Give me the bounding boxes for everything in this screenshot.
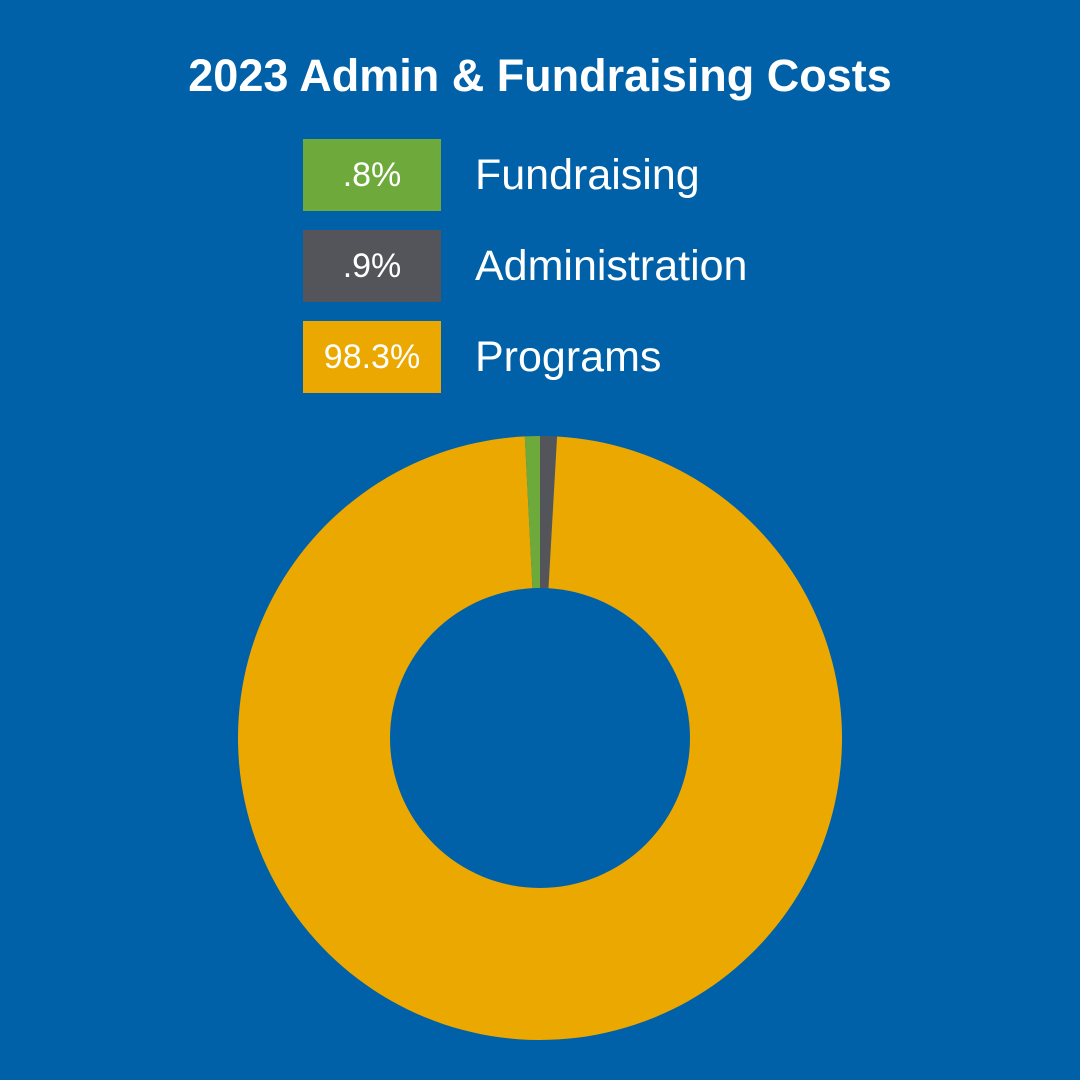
legend-item-fundraising: .8% Fundraising bbox=[303, 139, 863, 211]
legend-value-programs: 98.3% bbox=[323, 337, 421, 376]
legend-label-fundraising: Fundraising bbox=[475, 150, 700, 199]
donut-hole bbox=[390, 588, 690, 888]
legend-swatch-administration: .9% bbox=[303, 230, 441, 302]
legend-label-administration: Administration bbox=[475, 241, 748, 290]
legend-value-administration: .9% bbox=[342, 246, 402, 285]
chart-title: 2023 Admin & Fundraising Costs bbox=[188, 50, 892, 101]
legend-value-fundraising: .8% bbox=[342, 155, 402, 194]
legend-item-programs: 98.3% Programs bbox=[303, 321, 863, 393]
legend-swatch-programs: 98.3% bbox=[303, 321, 441, 393]
legend-label-programs: Programs bbox=[475, 332, 662, 381]
legend: .8% Fundraising .9% Administration 98.3%… bbox=[303, 139, 863, 412]
legend-swatch-fundraising: .8% bbox=[303, 139, 441, 211]
legend-item-administration: .9% Administration bbox=[303, 230, 863, 302]
